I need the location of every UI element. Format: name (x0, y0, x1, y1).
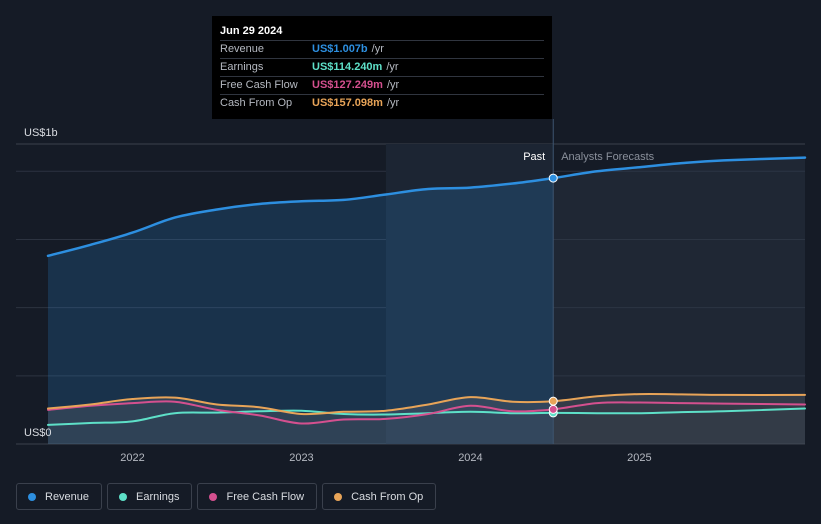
legend-label: Revenue (45, 490, 90, 503)
tooltip-unit: /yr (386, 97, 400, 109)
legend-item-free-cash-flow[interactable]: Free Cash Flow (197, 483, 318, 510)
legend-item-cash-from-op[interactable]: Cash From Op (322, 483, 437, 510)
tooltip-unit: /yr (386, 79, 400, 91)
tooltip-label: Free Cash Flow (220, 79, 298, 91)
legend-dot-icon (119, 492, 128, 501)
tooltip-unit: /yr (371, 43, 384, 55)
chart-canvas: US$1b US$0 Past Analysts Forecasts 2022 2… (16, 119, 807, 464)
tooltip-unit: /yr (386, 61, 399, 73)
tooltip-row-earnings: Earnings US$114.240m /yr (220, 58, 544, 76)
tooltip-row-cash-from-op: Cash From Op US$157.098m /yr (220, 94, 544, 112)
tooltip-row-free-cash-flow: Free Cash Flow US$127.249m /yr (220, 76, 544, 94)
tooltip-label: Cash From Op (220, 97, 293, 109)
legend-dot-icon (28, 492, 36, 501)
tooltip-date: Jun 29 2024 (220, 25, 283, 37)
y-axis-top-label: US$1b (24, 127, 58, 139)
tooltip: Jun 29 2024 Revenue US$1.007b /yr Earnin… (212, 16, 552, 119)
cursor-markers (548, 173, 558, 418)
x-tick-label: 2025 (627, 452, 651, 464)
line-free_cash_flow (47, 400, 806, 425)
tooltip-label: Earnings (220, 61, 264, 73)
legend-label: Free Cash Flow (226, 490, 305, 503)
forecast-label: Analysts Forecasts (561, 151, 654, 163)
marker-revenue (548, 173, 558, 183)
x-tick-label: 2023 (289, 452, 313, 464)
legend: Revenue Earnings Free Cash Flow Cash Fro… (16, 483, 441, 510)
past-highlight-band (385, 144, 554, 444)
tooltip-value: US$114.240m (312, 61, 383, 73)
line-cash_from_op (47, 392, 806, 416)
past-label: Past (523, 151, 545, 163)
x-axis-ticks: 2022 2023 2024 2025 (120, 452, 651, 464)
legend-dot-icon (334, 492, 343, 501)
marker-free_cash_flow (548, 404, 558, 414)
area-revenue-past (48, 178, 554, 444)
legend-item-revenue[interactable]: Revenue (16, 483, 103, 510)
legend-label: Earnings (136, 490, 180, 503)
marker-cash_from_op (548, 396, 558, 406)
x-tick-label: 2024 (458, 452, 482, 464)
y-axis-bottom-label: US$0 (24, 427, 52, 439)
area-revenue-forecast (553, 157, 805, 444)
x-tick-label: 2022 (120, 452, 144, 464)
line-revenue (46, 156, 807, 258)
tooltip-value: US$127.249m (312, 79, 383, 91)
legend-dot-icon (209, 492, 218, 501)
legend-item-earnings[interactable]: Earnings (107, 483, 193, 510)
tooltip-value: US$157.098m (312, 97, 383, 109)
tooltip-label: Revenue (220, 43, 265, 55)
legend-label: Cash From Op (351, 490, 424, 503)
tooltip-row-revenue: Revenue US$1.007b /yr (220, 40, 544, 58)
line-earnings (47, 407, 806, 426)
series-lines (46, 156, 807, 426)
tooltip-value: US$1.007b (312, 43, 368, 55)
